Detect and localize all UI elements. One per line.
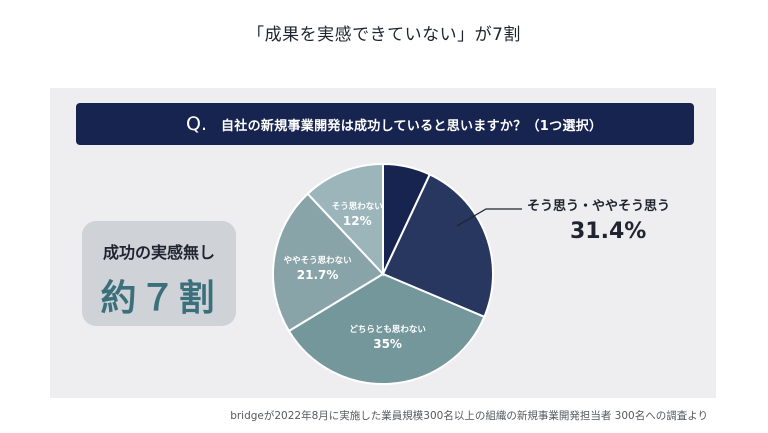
summary-subtitle: 成功の実感無し	[102, 243, 215, 262]
pie-slice	[272, 192, 385, 333]
page-title: 「成果を実感できていない」が7割	[247, 25, 521, 45]
pie-slice-label: どちらとも思わない	[349, 324, 426, 335]
pie-slice-label: そう思わない	[332, 202, 383, 212]
question-text: 自社の新規事業開発は成功していると思いますか？（1つ選択）	[221, 118, 603, 134]
pie-slice-value: 12%	[343, 214, 372, 228]
question-bar: Q. 自社の新規事業開発は成功していると思いますか？（1つ選択）	[76, 103, 694, 145]
pie-slice	[306, 162, 384, 277]
callout-label: そう思う・ややそう思う	[527, 199, 671, 214]
footnote: bridgeが2022年8月に実施した業員規模300名以上の組織の新規事業開発担…	[230, 410, 708, 422]
callout-value: 31.4%	[570, 219, 647, 244]
summary-box: 成功の実感無し 約７割	[82, 221, 236, 326]
pie-slice-value: 35%	[373, 337, 402, 351]
pie-chart: どちらとも思わない 35% ややそう思わない 21.7% そう思わない 12%	[272, 162, 494, 385]
pie-slice-value: 21.7%	[297, 268, 339, 282]
question-mark: Q.	[186, 113, 207, 135]
pie-slice-label: ややそう思わない	[284, 255, 352, 266]
summary-main-value: 約７割	[100, 278, 218, 319]
